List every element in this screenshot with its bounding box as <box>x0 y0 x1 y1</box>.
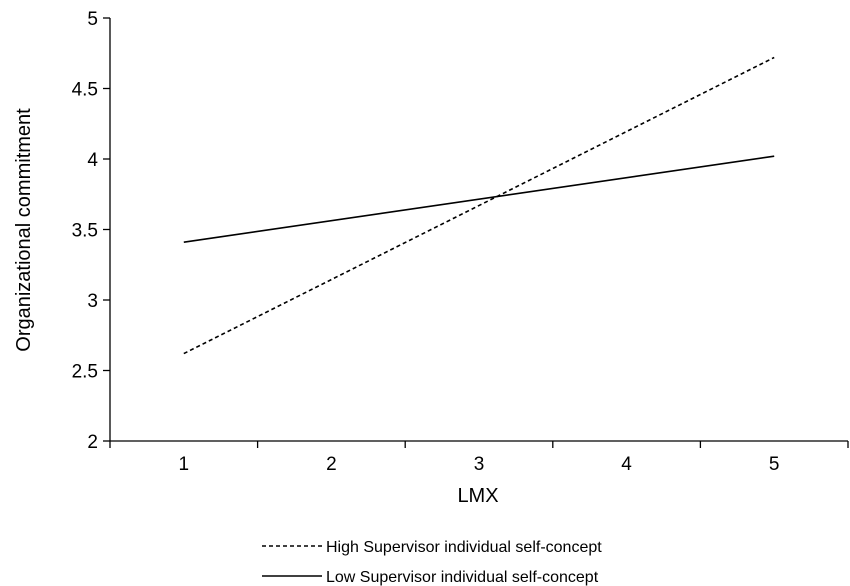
plot-area: 2 2.5 3 3.5 4 4.5 5 1 2 3 4 5 <box>72 9 849 475</box>
y-tick-label: 2.5 <box>72 362 98 383</box>
x-axis-ticks: 1 2 3 4 5 <box>109 441 849 475</box>
x-tick-label: 1 <box>179 454 190 475</box>
x-axis-title: LMX <box>457 485 498 507</box>
x-tick-label: 3 <box>474 454 485 475</box>
x-tick-label: 4 <box>621 454 632 475</box>
x-tick-label: 2 <box>326 454 337 475</box>
y-tick-label: 3 <box>87 291 98 312</box>
series-line-low <box>183 155 775 243</box>
y-tick-label: 4.5 <box>72 80 98 101</box>
legend: High Supervisor individual self-concept … <box>262 539 602 586</box>
y-tick-label: 4 <box>87 150 98 171</box>
y-axis-title: Organizational commitment <box>13 108 35 352</box>
legend-label-low: Low Supervisor individual self-concept <box>326 569 599 586</box>
y-tick-label: 5 <box>87 9 98 30</box>
y-tick-label: 2 <box>87 432 98 453</box>
series-line-high <box>183 56 775 355</box>
y-tick-label: 3.5 <box>72 221 98 242</box>
x-tick-label: 5 <box>769 454 780 475</box>
legend-label-high: High Supervisor individual self-concept <box>326 539 602 556</box>
series-lines <box>183 56 775 355</box>
y-axis-ticks: 2 2.5 3 3.5 4 4.5 5 <box>72 9 110 453</box>
